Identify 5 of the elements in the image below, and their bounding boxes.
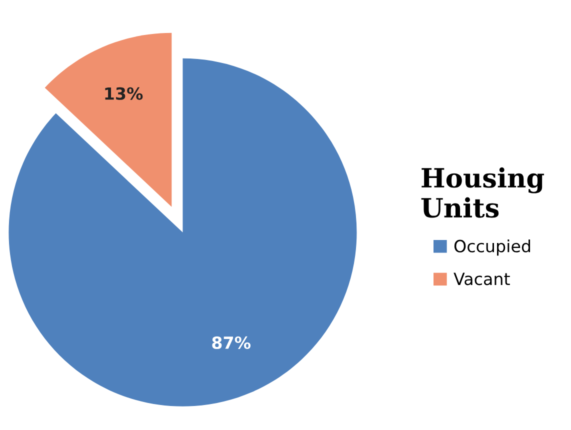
data-label: 87% — [212, 336, 251, 350]
legend-title: Housing Units — [421, 167, 544, 218]
legend-label: Occupied — [454, 240, 530, 256]
data-label: 13% — [105, 87, 143, 100]
legend-label: Vacant — [454, 272, 510, 286]
